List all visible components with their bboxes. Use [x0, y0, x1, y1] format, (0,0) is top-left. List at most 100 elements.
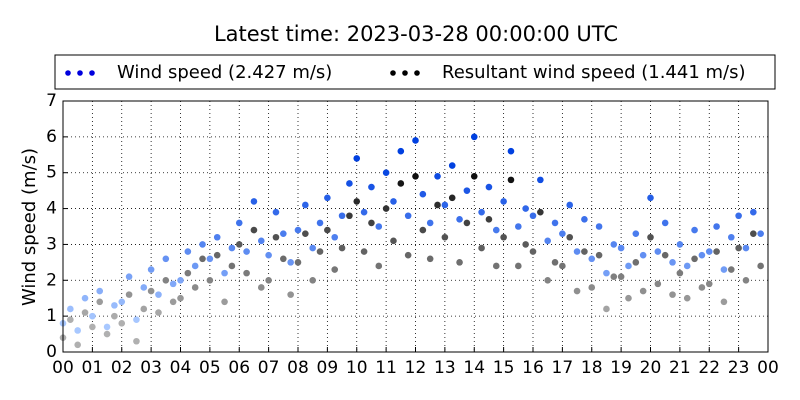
data-point	[162, 255, 170, 263]
data-point	[441, 201, 449, 209]
data-point	[404, 212, 412, 220]
data-point	[133, 337, 140, 345]
data-point	[735, 244, 742, 252]
data-point	[397, 147, 405, 155]
data-point	[713, 248, 720, 255]
x-tick-label: 10	[346, 358, 368, 378]
data-point	[316, 219, 324, 227]
data-point	[360, 248, 368, 255]
x-tick-label: 14	[463, 358, 485, 378]
data-point	[610, 273, 618, 281]
data-point	[551, 219, 559, 227]
data-point	[544, 237, 551, 245]
data-point	[661, 251, 669, 259]
data-point	[448, 162, 456, 169]
data-point	[140, 284, 148, 291]
chart-title: Latest time: 2023-03-28 00:00:00 UTC	[214, 22, 618, 46]
y-tick-label: 0	[46, 342, 57, 362]
x-tick-label: 21	[669, 358, 691, 378]
data-point	[96, 298, 104, 306]
data-point	[441, 233, 449, 241]
data-point	[573, 287, 581, 295]
x-tick-label: 03	[140, 358, 162, 378]
data-point	[287, 291, 294, 298]
data-point	[118, 320, 126, 327]
data-point	[713, 223, 720, 230]
data-point	[140, 305, 148, 313]
data-point	[199, 241, 206, 248]
data-point	[654, 280, 662, 288]
data-point	[705, 248, 713, 255]
data-point	[529, 212, 537, 220]
data-point	[250, 226, 258, 234]
data-point	[669, 291, 676, 298]
x-tick-label: 19	[610, 358, 632, 378]
data-point	[485, 216, 493, 223]
data-point	[169, 280, 177, 288]
data-point	[368, 219, 375, 227]
data-point	[133, 316, 140, 324]
data-point	[213, 233, 221, 241]
data-point	[727, 233, 735, 241]
data-point	[639, 251, 647, 259]
data-point	[199, 255, 206, 263]
data-point	[169, 298, 177, 306]
data-point	[500, 233, 507, 241]
data-point	[492, 226, 500, 234]
data-point	[382, 169, 390, 177]
data-point	[235, 241, 243, 248]
y-tick-label: 4	[46, 199, 57, 219]
data-point	[617, 244, 625, 252]
x-tick-label: 23	[728, 358, 750, 378]
data-point	[294, 259, 302, 266]
plot-frame	[62, 100, 769, 353]
data-point	[470, 133, 478, 141]
data-point	[346, 180, 353, 187]
data-point	[257, 237, 265, 245]
data-point	[669, 259, 676, 266]
data-point	[412, 173, 419, 180]
data-point	[147, 266, 155, 273]
x-tick-label: 18	[581, 358, 603, 378]
legend-label: Resultant wind speed (1.441 m/s)	[442, 62, 746, 83]
data-point	[272, 233, 280, 241]
x-tick-label: 13	[434, 358, 456, 378]
data-point	[603, 269, 610, 277]
data-point	[103, 323, 111, 331]
data-point	[243, 269, 250, 277]
data-point	[757, 262, 764, 270]
data-point	[632, 259, 640, 266]
data-point	[492, 262, 500, 270]
data-point	[111, 312, 118, 320]
data-point	[103, 330, 111, 338]
data-point	[742, 276, 750, 284]
legend-marker	[414, 70, 420, 76]
data-point	[81, 294, 89, 302]
legend-marker	[89, 70, 95, 76]
data-point	[463, 187, 471, 194]
data-point	[507, 147, 515, 155]
data-point	[559, 230, 566, 237]
data-point	[67, 316, 74, 324]
data-point	[213, 251, 221, 259]
data-point	[566, 233, 574, 241]
data-point	[573, 248, 581, 255]
data-point	[265, 276, 272, 284]
data-point	[647, 233, 654, 241]
data-point	[683, 294, 691, 302]
data-point	[522, 241, 529, 248]
data-point	[522, 205, 529, 212]
y-tick-label: 6	[46, 127, 57, 147]
data-point	[375, 223, 383, 230]
data-point	[125, 273, 133, 281]
x-tick-label: 04	[170, 358, 192, 378]
data-point	[118, 298, 126, 306]
data-point	[309, 276, 316, 284]
data-point	[559, 262, 566, 270]
data-point	[581, 216, 588, 223]
x-tick-label: 12	[405, 358, 427, 378]
data-point	[360, 208, 368, 216]
y-tick-label: 5	[46, 163, 57, 183]
data-point	[676, 269, 684, 277]
